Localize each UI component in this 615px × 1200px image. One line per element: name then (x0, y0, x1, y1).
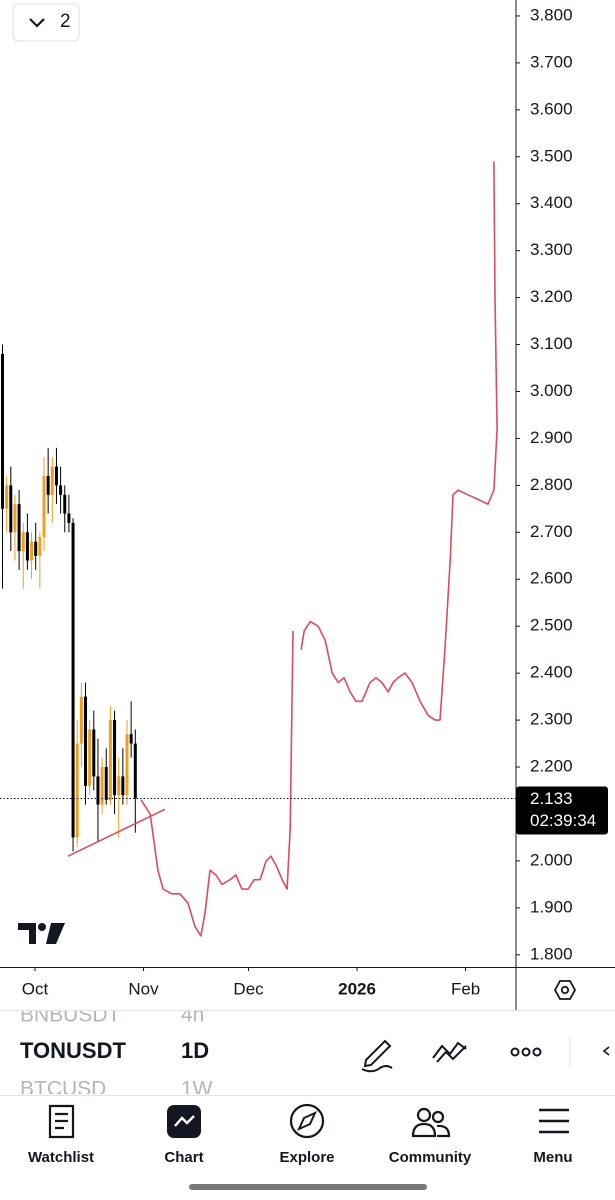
symbol-name: BTCUSD (20, 1078, 106, 1101)
candle-body (113, 720, 117, 796)
nav-label: Community (389, 1149, 472, 1166)
nav-watchlist[interactable]: Watchlist (28, 1104, 94, 1166)
candle-body (92, 729, 96, 777)
symbol-list: BNBUSDT 4h TONUSDT 1D BTCUSD 1W (20, 1004, 213, 1101)
x-tick-label: Feb (451, 979, 480, 998)
plot-area (1, 161, 498, 937)
y-tick-label: 2.700 (530, 522, 573, 541)
button-frame (12, 3, 80, 42)
y-tick-label: 3.000 (530, 381, 573, 400)
candle-body (59, 485, 63, 495)
nav-explore[interactable]: Explore (279, 1103, 335, 1166)
candle-body (9, 485, 13, 533)
symbol-row[interactable]: TONUSDT 1D (20, 1038, 209, 1063)
symbol-row[interactable]: BNBUSDT 4h (20, 1004, 204, 1027)
candle-body (121, 776, 125, 796)
nav-label: Menu (533, 1149, 572, 1166)
last-price-tag (516, 786, 608, 835)
y-tick-label: 3.300 (530, 240, 573, 259)
y-tick-label: 2.600 (530, 569, 573, 588)
collapse-icon[interactable] (602, 1046, 610, 1056)
y-tick-label: 2.000 (530, 850, 573, 869)
candle-body (129, 734, 133, 744)
candle-body (104, 767, 108, 800)
symbol-interval: 1D (181, 1038, 209, 1063)
candle-body (79, 696, 83, 744)
x-tick-label: 2026 (338, 979, 376, 998)
tv-logo (18, 923, 65, 944)
y-tick-label: 2.400 (530, 663, 573, 682)
candle-body (34, 541, 38, 556)
candle-body (117, 776, 121, 796)
y-tick-label: 3.700 (530, 52, 573, 71)
candle-body (133, 743, 137, 799)
candle-body (75, 743, 79, 838)
y-tick-label: 1.900 (530, 897, 573, 916)
projection-drawing (140, 161, 498, 937)
symbol-name: BNBUSDT (20, 1004, 121, 1027)
candle-body (42, 475, 46, 538)
layers-button[interactable]: 2 (12, 3, 80, 42)
nav-chart[interactable]: Chart (164, 1105, 204, 1166)
x-tick-label: Dec (233, 979, 264, 998)
candle-body (1, 353, 4, 509)
candle-body (54, 466, 58, 486)
chart-settings-button[interactable] (553, 980, 577, 1000)
candle-body (25, 532, 29, 561)
symbol-name: TONUSDT (20, 1038, 126, 1063)
candle-body (17, 504, 21, 552)
candle-body (84, 696, 87, 786)
indicator-button[interactable] (432, 1041, 467, 1063)
symbol-interval: 4h (181, 1004, 204, 1027)
chevron-icon (29, 18, 45, 28)
candle-body (38, 537, 42, 556)
candle-body (67, 513, 71, 523)
y-tick-label: 2.800 (530, 475, 573, 494)
nav-label: Chart (164, 1149, 203, 1166)
nav-community[interactable]: Community (389, 1107, 472, 1166)
candle-body (46, 475, 50, 495)
candle-body (50, 466, 54, 495)
y-tick-label: 2.200 (530, 757, 573, 776)
last-price-label: 2.133 (530, 789, 573, 808)
candle-body (21, 532, 25, 552)
nav-label: Watchlist (28, 1149, 94, 1166)
more-button[interactable] (510, 1047, 542, 1057)
candle-body (30, 541, 34, 561)
candle-body (5, 485, 9, 509)
y-tick-label: 1.800 (530, 944, 573, 963)
y-tick-label: 3.500 (530, 146, 573, 165)
nav-label: Explore (279, 1149, 334, 1166)
candle-body (88, 729, 92, 786)
symbol-interval: 1W (181, 1078, 213, 1101)
x-tick-label: Nov (128, 979, 159, 998)
trendline (67, 808, 166, 857)
x-tick-label: Oct (22, 979, 49, 998)
y-tick-label: 2.300 (530, 710, 573, 729)
candle-body (100, 767, 104, 805)
candle-body (108, 720, 112, 800)
y-tick-label: 3.800 (530, 5, 573, 24)
y-tick-label: 3.600 (530, 99, 573, 118)
draw-tool-button[interactable] (361, 1039, 393, 1073)
candle-body (71, 522, 75, 838)
y-tick-label: 3.100 (530, 334, 573, 353)
bar-countdown: 02:39:34 (530, 811, 596, 830)
y-tick-label: 3.400 (530, 193, 573, 212)
home-indicator (189, 1184, 427, 1190)
y-tick-label: 2.500 (530, 616, 573, 635)
symbol-row[interactable]: BTCUSD 1W (20, 1078, 213, 1101)
candle-body (96, 776, 100, 805)
nav-menu[interactable]: Menu (533, 1108, 573, 1166)
button-count: 2 (60, 11, 71, 32)
candle-body (125, 734, 129, 796)
y-tick-label: 2.900 (530, 428, 573, 447)
candle-body (13, 504, 17, 533)
candle-body (63, 494, 67, 514)
y-tick-label: 3.200 (530, 287, 573, 306)
